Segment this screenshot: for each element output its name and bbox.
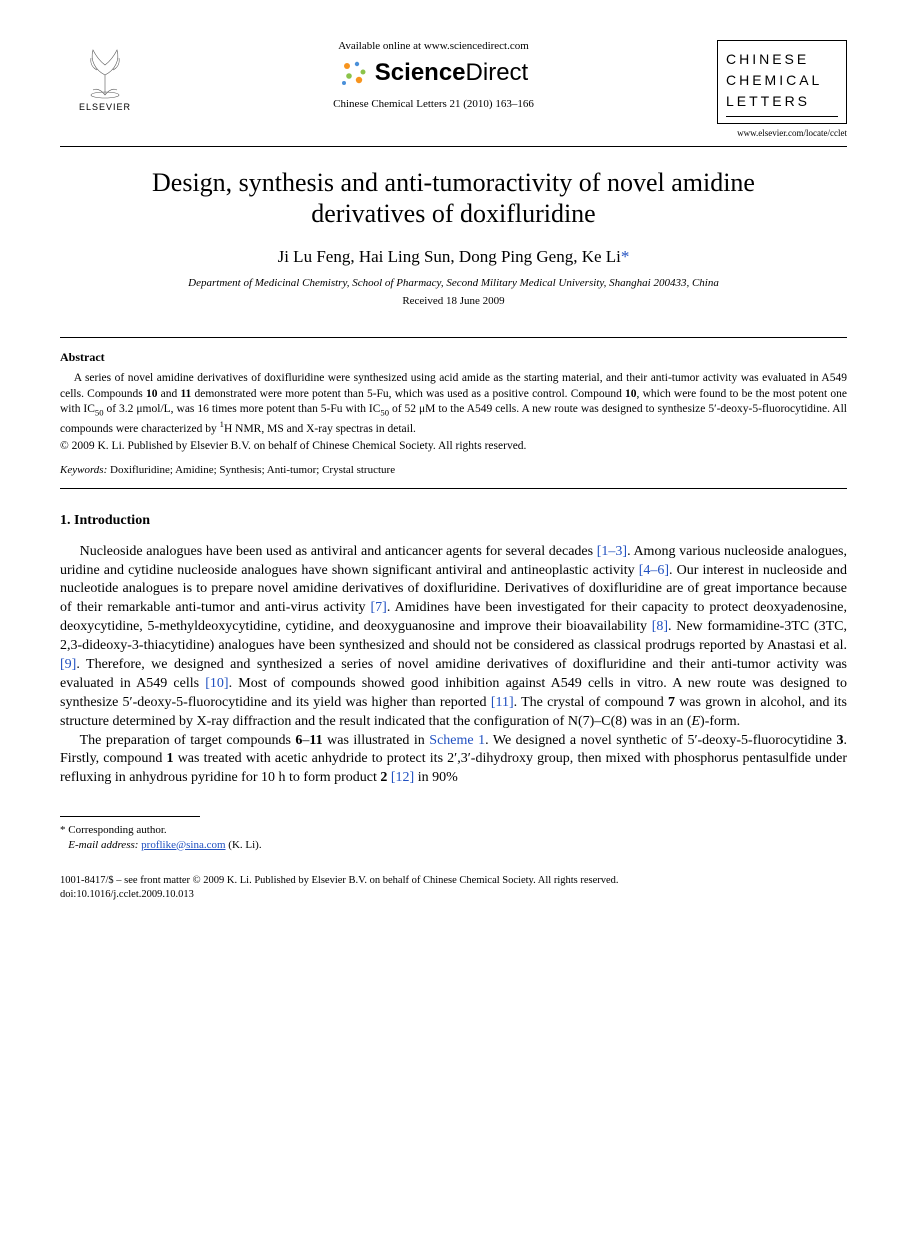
email-line: E-mail address: proflike@sina.com (K. Li… [60, 838, 847, 852]
intro-para-1: Nucleoside analogues have been used as a… [60, 543, 847, 732]
corresponding-asterisk: * [621, 247, 630, 266]
keywords-text: Doxifluridine; Amidine; Synthesis; Anti-… [107, 464, 395, 476]
sciencedirect-text: ScienceDirect [375, 59, 528, 87]
p1a: Nucleoside analogues have been used as a… [80, 544, 597, 559]
front-matter: 1001-8417/$ – see front matter © 2009 K.… [60, 874, 847, 901]
corr-author-label: * Corresponding author. [60, 823, 847, 837]
center-header: Available online at www.sciencedirect.co… [150, 40, 717, 110]
header-rule-thin [60, 146, 847, 147]
ref-link-12[interactable]: [12] [391, 770, 414, 785]
ref-link-9[interactable]: [9] [60, 657, 76, 672]
ref-link-10[interactable]: [10] [205, 676, 228, 691]
journal-reference: Chinese Chemical Letters 21 (2010) 163–1… [160, 98, 707, 110]
abstract-rule-top [60, 337, 847, 338]
abstract-rule-bottom [60, 488, 847, 489]
intro-para-2: The preparation of target compounds 6–11… [60, 732, 847, 789]
p2a: The preparation of target compounds 6–11… [80, 733, 430, 748]
sd-part2: Direct [466, 59, 529, 86]
elsevier-logo: ELSEVIER [60, 40, 150, 112]
elsevier-tree-icon [75, 40, 135, 100]
doi-line: doi:10.1016/j.cclet.2009.10.013 [60, 888, 847, 902]
journal-box-line3: LETTERS [726, 91, 838, 112]
abstract-copyright: © 2009 K. Li. Published by Elsevier B.V.… [60, 440, 847, 452]
section-1-heading: 1. Introduction [60, 513, 847, 529]
front-matter-line1: 1001-8417/$ – see front matter © 2009 K.… [60, 874, 847, 888]
p2c: in 90% [414, 770, 458, 785]
email-link[interactable]: proflike@sina.com [141, 839, 225, 851]
keywords-label: Keywords: [60, 464, 107, 476]
footnote-rule [60, 816, 200, 817]
corresponding-footnote: * Corresponding author. E-mail address: … [60, 823, 847, 852]
sciencedirect-logo: ScienceDirect [160, 58, 707, 88]
sciencedirect-icon [339, 58, 369, 88]
ref-link-4-6[interactable]: [4–6] [639, 563, 669, 578]
sd-part1: Science [375, 59, 466, 86]
journal-box-line1: CHINESE [726, 49, 838, 70]
page-header: ELSEVIER Available online at www.science… [60, 40, 847, 138]
affiliation: Department of Medicinal Chemistry, Schoo… [60, 277, 847, 289]
received-date: Received 18 June 2009 [60, 295, 847, 307]
keywords: Keywords: Doxifluridine; Amidine; Synthe… [60, 464, 847, 476]
ref-link-7[interactable]: [7] [371, 600, 387, 615]
scheme-link-1[interactable]: Scheme 1 [429, 733, 485, 748]
email-label: E-mail address: [68, 839, 138, 851]
journal-box-line2: CHEMICAL [726, 70, 838, 91]
journal-box-title: CHINESE CHEMICAL LETTERS [726, 49, 838, 117]
journal-box: CHINESE CHEMICAL LETTERS [717, 40, 847, 124]
article-title: Design, synthesis and anti-tumoractivity… [100, 167, 807, 229]
abstract-body: A series of novel amidine derivatives of… [60, 371, 847, 437]
ref-link-1-3[interactable]: [1–3] [597, 544, 627, 559]
journal-box-container: CHINESE CHEMICAL LETTERS www.elsevier.co… [717, 40, 847, 138]
available-online-text: Available online at www.sciencedirect.co… [160, 40, 707, 52]
ref-link-11[interactable]: [11] [491, 695, 514, 710]
authors-list: Ji Lu Feng, Hai Ling Sun, Dong Ping Geng… [278, 247, 621, 266]
email-tail: (K. Li). [226, 839, 262, 851]
ref-link-8[interactable]: [8] [652, 619, 668, 634]
abstract-heading: Abstract [60, 350, 847, 365]
elsevier-label: ELSEVIER [79, 102, 131, 112]
authors: Ji Lu Feng, Hai Ling Sun, Dong Ping Geng… [60, 247, 847, 267]
journal-url: www.elsevier.com/locate/cclet [717, 128, 847, 138]
